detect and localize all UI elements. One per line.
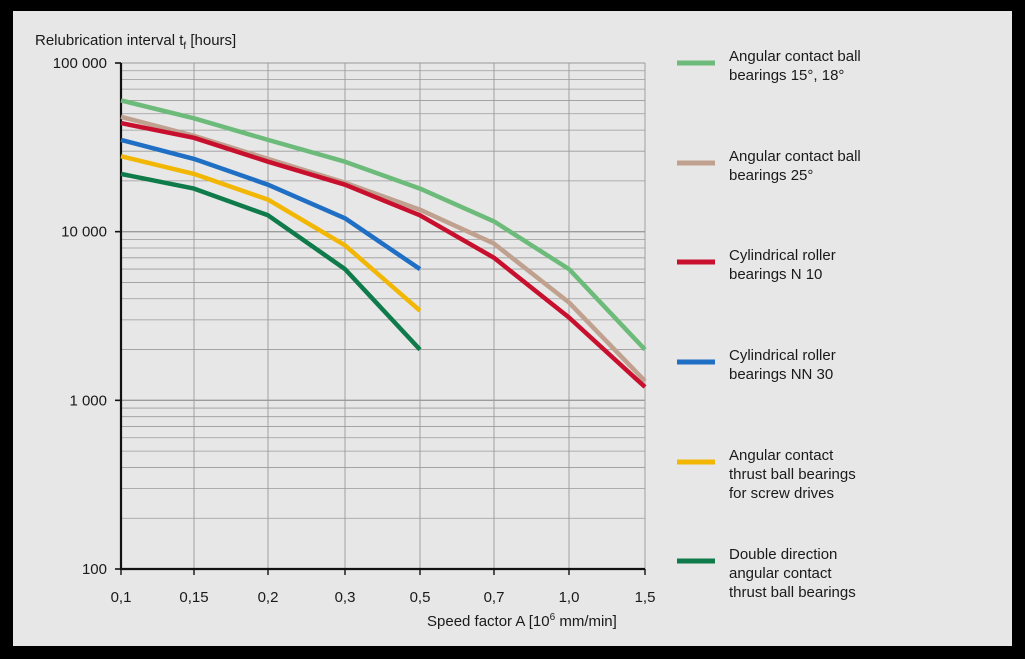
legend-label: bearings N 10 xyxy=(729,266,822,283)
series-line-2 xyxy=(120,114,647,383)
series-line-5 xyxy=(120,154,422,313)
legend-label: Angular contact ball xyxy=(729,148,861,165)
legend-label: for screw drives xyxy=(729,485,834,502)
series-line-3 xyxy=(120,120,647,389)
series-line-4 xyxy=(120,137,422,271)
legend-label: angular contact xyxy=(729,565,832,582)
x-tick-label: 0,3 xyxy=(335,589,356,606)
y-axis-title: Relubrication interval tf [hours] xyxy=(35,32,236,52)
legend-label: bearings 25° xyxy=(729,167,813,184)
y-tick-label: 100 xyxy=(82,561,107,578)
x-tick-label: 0,7 xyxy=(484,589,505,606)
x-tick-label: 0,5 xyxy=(410,589,431,606)
series-line-6 xyxy=(120,171,422,352)
y-tick-label: 10 000 xyxy=(61,224,107,241)
legend-label: thrust ball bearings xyxy=(729,584,856,601)
legend: Angular contact ball bearings 15°, 18° Ang… xyxy=(677,48,861,601)
series-line-1 xyxy=(120,98,647,352)
legend-label: Angular contact ball xyxy=(729,48,861,65)
legend-label: Double direction xyxy=(729,546,837,563)
x-tick-label: 0,1 xyxy=(111,589,132,606)
x-tick-label: 0,15 xyxy=(179,589,208,606)
x-tick-label: 0,2 xyxy=(258,589,279,606)
legend-label: bearings 15°, 18° xyxy=(729,67,844,84)
x-tick-label: 1,0 xyxy=(559,589,580,606)
series-layer xyxy=(120,98,647,389)
legend-label: Angular contact xyxy=(729,447,834,464)
legend-label: Cylindrical roller xyxy=(729,347,836,364)
x-axis-title: Speed factor A [106 mm/min] xyxy=(427,612,617,630)
y-tick-label: 1 000 xyxy=(69,392,107,409)
y-tick-label: 100 000 xyxy=(53,55,107,72)
grid xyxy=(120,62,646,570)
legend-label: Cylindrical roller xyxy=(729,247,836,264)
legend-label: thrust ball bearings xyxy=(729,466,856,483)
labels: Relubrication interval tf [hours] Speed f… xyxy=(35,32,617,630)
x-tick-label: 1,5 xyxy=(635,589,656,606)
legend-label: bearings NN 30 xyxy=(729,366,833,383)
